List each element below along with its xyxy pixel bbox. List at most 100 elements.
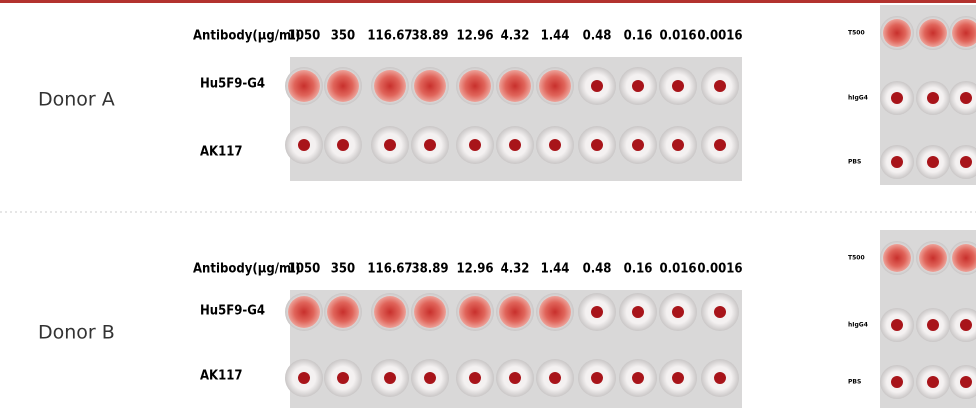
agglutinated-cells (883, 19, 911, 47)
cell-button (469, 139, 481, 151)
agglutinated-cells (327, 70, 359, 102)
concentration: 1.44 (541, 29, 570, 44)
cell-button (891, 376, 903, 388)
cell-button (469, 372, 481, 384)
antibody-label: Hu5F9-G4 (200, 304, 265, 319)
concentration: 0.0016 (697, 29, 742, 44)
agglutinated-cells (499, 70, 531, 102)
donor-label: Donor B (38, 322, 115, 344)
control-label: hIgG4 (848, 322, 868, 329)
control-label: T500 (848, 30, 865, 37)
control-label: PBS (848, 159, 861, 166)
concentration: 38.89 (412, 29, 449, 44)
cell-button (298, 372, 310, 384)
cell-button (927, 319, 939, 331)
concentration: 4.32 (501, 262, 530, 277)
cell-button (891, 156, 903, 168)
agglutinated-cells (952, 19, 976, 47)
agglutinated-cells (919, 244, 947, 272)
cell-button (632, 372, 644, 384)
concentration: 350 (331, 262, 355, 277)
concentration: 0.016 (660, 262, 697, 277)
cell-button (672, 139, 684, 151)
cell-button (591, 139, 603, 151)
agglutinated-cells (327, 296, 359, 328)
cell-button (960, 319, 972, 331)
concentration: 0.48 (583, 262, 612, 277)
donor-label: Donor A (38, 89, 115, 111)
concentration: 116.67 (367, 262, 412, 277)
concentration: 0.16 (624, 262, 653, 277)
cell-button (591, 372, 603, 384)
cell-button (509, 139, 521, 151)
cell-button (549, 372, 561, 384)
cell-button (927, 376, 939, 388)
cell-button (549, 139, 561, 151)
control-label: PBS (848, 379, 861, 386)
agglutinated-cells (459, 70, 491, 102)
agglutinated-cells (288, 296, 320, 328)
cell-button (927, 156, 939, 168)
cell-button (714, 372, 726, 384)
antibody-label: AK117 (200, 145, 243, 160)
concentration-header: Antibody(μg/ml) (193, 29, 301, 44)
agglutinated-cells (499, 296, 531, 328)
top-rule (0, 0, 976, 3)
antibody-label: AK117 (200, 369, 243, 384)
concentration: 12.96 (457, 29, 494, 44)
control-label: hIgG4 (848, 95, 868, 102)
agglutinated-cells (288, 70, 320, 102)
cell-button (714, 306, 726, 318)
cell-button (424, 139, 436, 151)
agglutinated-cells (539, 70, 571, 102)
agglutinated-cells (459, 296, 491, 328)
cell-button (960, 156, 972, 168)
cell-button (672, 306, 684, 318)
agglutinated-cells (919, 19, 947, 47)
cell-button (891, 92, 903, 104)
concentration: 4.32 (501, 29, 530, 44)
cell-button (960, 376, 972, 388)
cell-button (714, 139, 726, 151)
cell-button (672, 372, 684, 384)
antibody-label: Hu5F9-G4 (200, 77, 265, 92)
concentration: 350 (331, 29, 355, 44)
cell-button (424, 372, 436, 384)
concentration-header: Antibody(μg/ml) (193, 262, 301, 277)
cell-button (632, 306, 644, 318)
concentration: 1050 (288, 29, 321, 44)
concentration: 0.48 (583, 29, 612, 44)
agglutinated-cells (414, 296, 446, 328)
cell-button (927, 92, 939, 104)
control-label: T500 (848, 255, 865, 262)
concentration: 38.89 (412, 262, 449, 277)
concentration: 12.96 (457, 262, 494, 277)
agglutinated-cells (374, 296, 406, 328)
cell-button (714, 80, 726, 92)
cell-button (632, 139, 644, 151)
cell-button (960, 92, 972, 104)
cell-button (384, 139, 396, 151)
agglutinated-cells (414, 70, 446, 102)
cell-button (891, 319, 903, 331)
concentration: 0.016 (660, 29, 697, 44)
cell-button (632, 80, 644, 92)
concentration: 1.44 (541, 262, 570, 277)
cell-button (672, 80, 684, 92)
agglutinated-cells (374, 70, 406, 102)
agglutinated-cells (539, 296, 571, 328)
agglutinated-cells (952, 244, 976, 272)
cell-button (591, 306, 603, 318)
concentration: 0.16 (624, 29, 653, 44)
cell-button (509, 372, 521, 384)
cell-button (591, 80, 603, 92)
cell-button (384, 372, 396, 384)
concentration: 116.67 (367, 29, 412, 44)
concentration: 1050 (288, 262, 321, 277)
agglutinated-cells (883, 244, 911, 272)
cell-button (337, 139, 349, 151)
cell-button (337, 372, 349, 384)
concentration: 0.0016 (697, 262, 742, 277)
cell-button (298, 139, 310, 151)
